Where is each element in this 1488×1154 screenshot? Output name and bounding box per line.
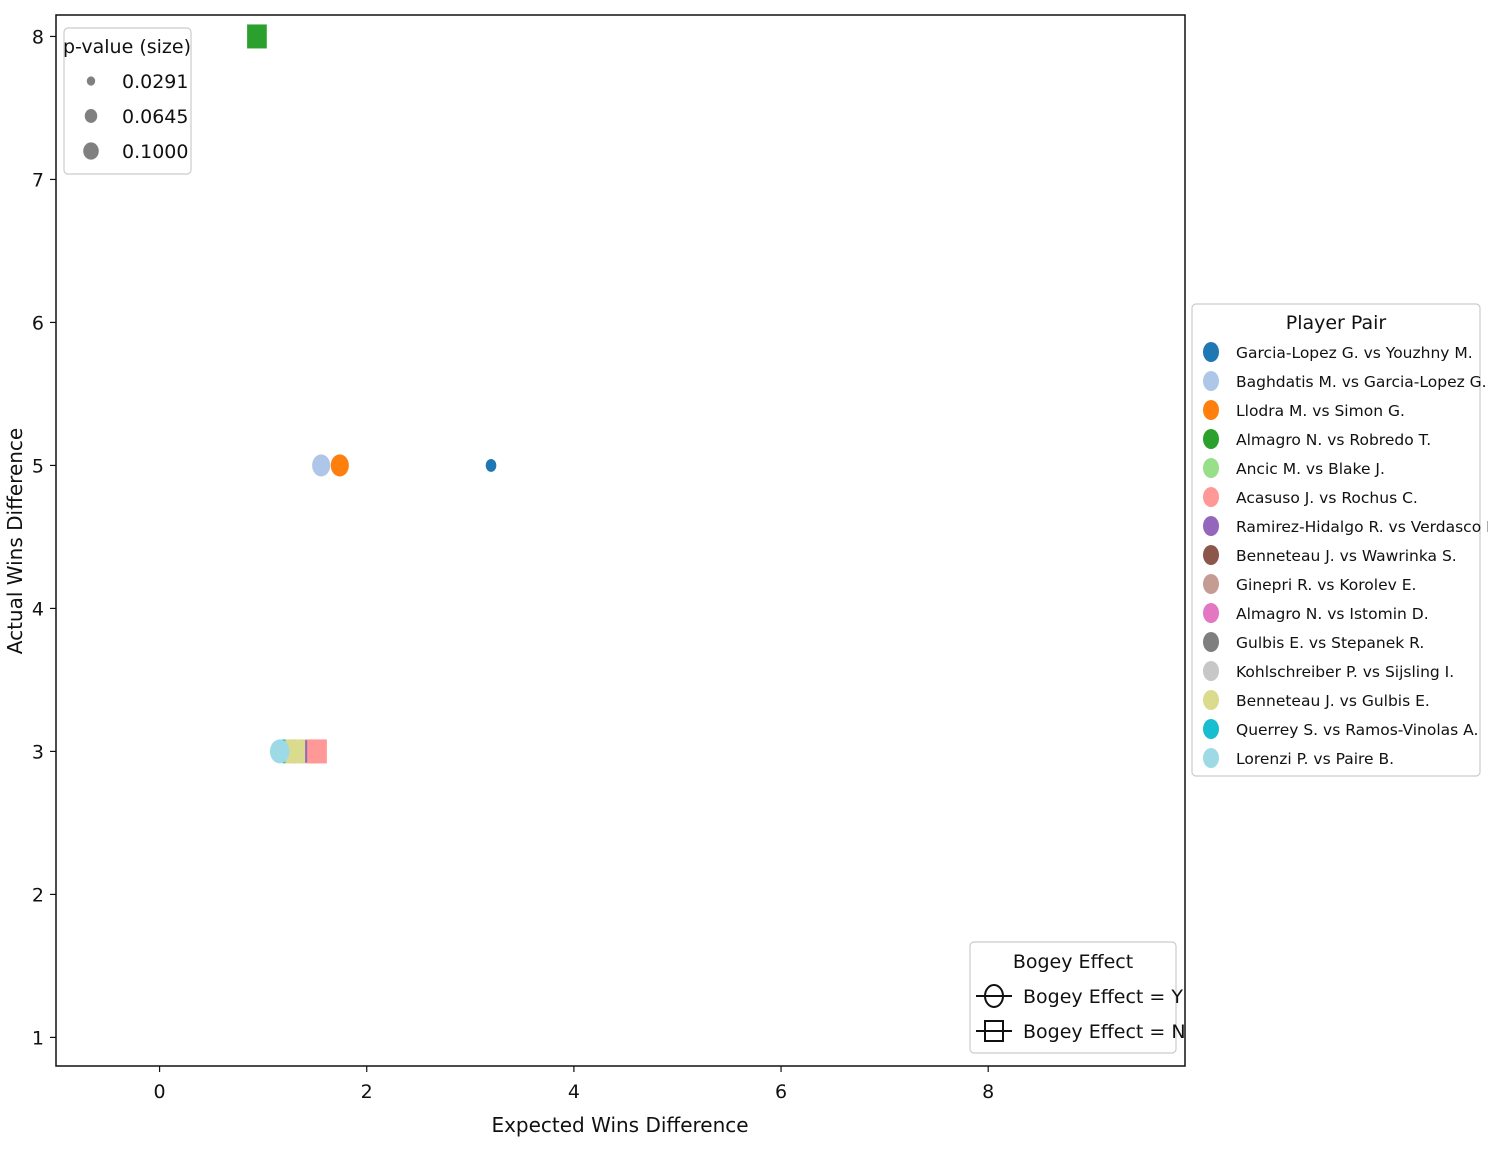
player-legend-label: Ancic M. vs Blake J. xyxy=(1236,460,1385,478)
y-tick-label: 2 xyxy=(32,884,44,906)
y-tick-label: 8 xyxy=(32,26,44,48)
player-legend-label: Baghdatis M. vs Garcia-Lopez G. xyxy=(1236,373,1487,391)
player-legend: Player Pair Garcia-Lopez G. vs Youzhny M… xyxy=(1191,303,1488,777)
player-legend-swatch xyxy=(1203,487,1219,507)
size-legend-marker xyxy=(83,142,99,160)
size-legend-label: 0.1000 xyxy=(122,141,188,163)
x-axis-ticks: 0 2 4 6 8 xyxy=(154,1066,994,1103)
player-legend-label: Benneteau J. vs Wawrinka S. xyxy=(1236,547,1457,565)
data-point-almagro-n-vs-robredo-t xyxy=(247,24,267,49)
player-legend-label: Llodra M. vs Simon G. xyxy=(1236,402,1405,420)
player-legend-label: Garcia-Lopez G. vs Youzhny M. xyxy=(1236,344,1473,362)
player-legend-swatch xyxy=(1203,400,1219,420)
player-legend-swatch xyxy=(1203,661,1219,681)
marker-legend-label: Bogey Effect = Y xyxy=(1023,986,1183,1008)
data-point-lorenzi-p-vs-paire-b xyxy=(269,739,290,764)
circle-marker-icon xyxy=(984,984,1004,1008)
player-legend-label: Ramirez-Hidalgo R. vs Verdasco F. xyxy=(1236,518,1488,536)
player-legend-label: Almagro N. vs Istomin D. xyxy=(1236,605,1429,623)
data-point-baghdatis-m-vs-garcia-lopez-g xyxy=(312,454,331,477)
size-legend-marker xyxy=(84,109,98,123)
x-tick-label: 8 xyxy=(982,1081,994,1103)
x-tick-label: 2 xyxy=(361,1081,373,1103)
player-legend-label: Almagro N. vs Robredo T. xyxy=(1236,431,1431,449)
player-legend-title: Player Pair xyxy=(1286,312,1387,334)
y-tick-label: 1 xyxy=(32,1027,44,1049)
size-legend-title: p-value (size) xyxy=(63,36,191,58)
player-legend-label: Querrey S. vs Ramos-Vinolas A. xyxy=(1236,721,1478,739)
player-legend-swatch xyxy=(1203,690,1219,710)
size-legend-label: 0.0645 xyxy=(122,106,188,128)
size-legend: p-value (size) 0.0291 0.0645 0.1000 xyxy=(63,27,192,175)
player-legend-swatch xyxy=(1203,371,1219,391)
marker-legend: Bogey Effect Bogey Effect = Y Bogey Effec… xyxy=(969,941,1186,1054)
marker-legend-title: Bogey Effect xyxy=(1013,951,1133,973)
data-point-garcia-lopez-g-vs-youzhny-m xyxy=(485,458,497,472)
plot-frame xyxy=(55,14,1186,1067)
player-legend-swatch xyxy=(1203,719,1219,739)
data-point-acasuso-j-vs-rochus-c xyxy=(307,739,327,764)
x-tick-label: 4 xyxy=(568,1081,580,1103)
player-legend-swatch xyxy=(1203,603,1219,623)
player-legend-swatch xyxy=(1203,458,1219,478)
x-axis-label: Expected Wins Difference xyxy=(491,1113,748,1137)
player-legend-swatch xyxy=(1203,574,1219,594)
player-legend-swatch xyxy=(1203,429,1219,449)
player-legend-swatch xyxy=(1203,632,1219,652)
x-tick-label: 0 xyxy=(154,1081,166,1103)
y-tick-label: 3 xyxy=(32,741,44,763)
y-tick-label: 4 xyxy=(32,598,44,620)
player-legend-label: Kohlschreiber P. vs Sijsling I. xyxy=(1236,663,1454,681)
x-tick-label: 6 xyxy=(775,1081,787,1103)
square-marker-icon xyxy=(984,1020,1004,1042)
player-legend-swatch xyxy=(1203,748,1219,768)
player-legend-label: Ginepri R. vs Korolev E. xyxy=(1236,576,1416,594)
size-legend-label: 0.0291 xyxy=(122,71,188,93)
plot-points xyxy=(247,24,497,764)
player-legend-label: Acasuso J. vs Rochus C. xyxy=(1236,489,1418,507)
data-point-benneteau-j-vs-gulbis-e xyxy=(285,739,306,764)
player-legend-swatch xyxy=(1203,516,1219,536)
player-legend-swatch xyxy=(1203,342,1219,362)
y-tick-label: 5 xyxy=(32,455,44,477)
player-legend-label: Gulbis E. vs Stepanek R. xyxy=(1236,634,1424,652)
y-axis-ticks: 1 2 3 4 5 6 7 8 xyxy=(32,26,56,1049)
player-legend-label: Lorenzi P. vs Paire B. xyxy=(1236,750,1394,768)
size-legend-marker xyxy=(86,76,96,86)
data-point-llodra-m-vs-simon-g xyxy=(330,454,349,477)
y-tick-label: 6 xyxy=(32,312,44,334)
y-tick-label: 7 xyxy=(32,169,44,191)
y-axis-label: Actual Wins Difference xyxy=(3,428,27,654)
player-legend-swatch xyxy=(1203,545,1219,565)
player-legend-label: Benneteau J. vs Gulbis E. xyxy=(1236,692,1430,710)
marker-legend-label: Bogey Effect = N xyxy=(1023,1021,1186,1043)
